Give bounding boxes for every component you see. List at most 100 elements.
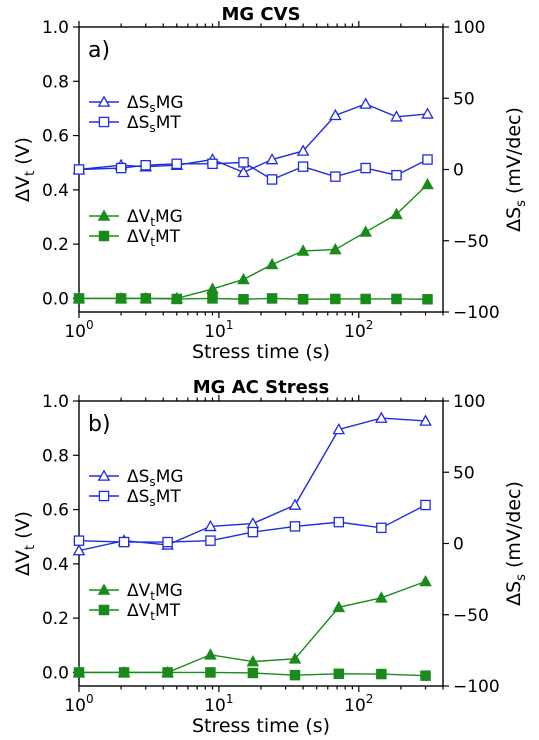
data-point [297,161,309,172]
legend-marker [98,490,110,502]
data-point [265,257,279,270]
data-point [288,652,302,664]
y-left-tick-label: 0.8 [42,72,69,92]
data-point [73,293,85,304]
y-left-tick-label: 0.6 [42,501,69,521]
x-tick-label: 101 [204,318,233,342]
legend-entry: ΔSsMT [89,487,181,509]
x-tick-label: 101 [204,692,233,716]
data-point [332,600,346,613]
data-point [360,162,371,174]
data-point [333,516,345,528]
x-tick-label: 102 [344,692,373,716]
data-point [330,171,341,182]
data-point [266,293,278,304]
data-point [247,526,259,538]
y-right-tick-label: −50 [453,232,489,252]
data-point [206,282,219,294]
y-right-tick-label: −50 [453,606,489,626]
data-point [73,667,85,678]
data-point [238,157,249,168]
y-right-axis-label: ΔSs (mV/dec) [503,107,529,232]
data-point [72,544,86,556]
data-point [419,414,432,426]
data-point [115,162,127,174]
legend-marker [98,604,110,616]
legend-entry: ΔVtMT [89,601,181,623]
y-right-tick-label: −100 [453,677,500,697]
data-point [140,159,151,171]
data-point [204,648,217,660]
legend-marker [98,230,110,242]
x-axis-label: Stress time (s) [192,341,330,363]
x-axis-label: Stress time (s) [192,715,330,737]
legend-marker [97,95,111,107]
data-point [375,411,388,423]
data-point [375,591,388,603]
x-tick-label: 102 [344,318,373,342]
data-point [73,535,85,546]
data-point [205,535,216,546]
data-point [288,498,302,510]
y-left-tick-label: 0.0 [42,663,69,683]
y-left-tick-label: 0.0 [42,289,69,309]
legend-entry: ΔVtMG [89,581,183,603]
data-point [238,293,249,305]
y-left-tick-label: 0.4 [42,555,69,575]
data-point [162,536,173,548]
data-point [247,667,259,679]
series-ΔSsMT [73,154,433,185]
x-tick-label: 100 [64,318,93,342]
data-point [421,177,434,190]
series-line [79,297,428,300]
y-left-tick-label: 0.4 [42,181,69,201]
legend-label: ΔSsMG [127,93,184,115]
data-point [329,108,342,121]
data-point [390,207,403,220]
y-left-tick-label: 0.2 [42,235,69,255]
data-point [359,225,372,237]
data-point [421,107,434,119]
plot-frame [78,400,444,687]
y-left-axis-label: ΔVt (V) [12,137,38,202]
panel-label: a) [88,38,110,63]
data-point [419,574,432,587]
legend-label: ΔVtMT [127,227,181,249]
data-point [115,293,127,304]
data-point [289,521,301,532]
data-point [171,158,183,170]
data-point [391,169,402,181]
data-point [246,517,260,529]
data-point [296,244,310,256]
data-point [246,655,260,667]
y-right-axis-label: ΔSs (mV/dec) [503,481,529,606]
panel-label: b) [88,412,111,437]
data-point [289,669,301,681]
legend-label: ΔVtMT [127,601,181,623]
data-point [376,668,387,680]
data-point [390,110,403,122]
y-right-tick-label: 100 [453,18,485,38]
legend-marker [97,583,111,595]
series-ΔVtMT [73,667,431,681]
plot-frame [78,26,444,313]
y-left-axis-label: ΔVt (V) [12,511,38,576]
series-ΔSsMT [73,499,431,548]
y-right-tick-label: 50 [453,463,475,483]
data-point [333,668,345,680]
y-right-tick-label: 0 [453,535,464,555]
y-left-tick-label: 1.0 [42,18,69,38]
series-line [78,158,428,181]
chart-title: MG AC Stress [193,377,329,398]
data-point [266,174,278,185]
chart-panel-cvs: MG CVS 100 101 102 0.0 0.2 0.4 0.6 0.8 1.0 −100 −50… [12,4,529,363]
data-point [297,293,309,305]
y-right-tick-label: 100 [453,392,485,412]
y-left-tick-label: 1.0 [42,392,69,412]
data-point [207,293,218,304]
y-right-tick-label: 50 [453,89,475,109]
data-point [204,519,217,532]
legend-label: ΔSsMG [127,467,184,489]
x-tick-label: 100 [64,692,93,716]
